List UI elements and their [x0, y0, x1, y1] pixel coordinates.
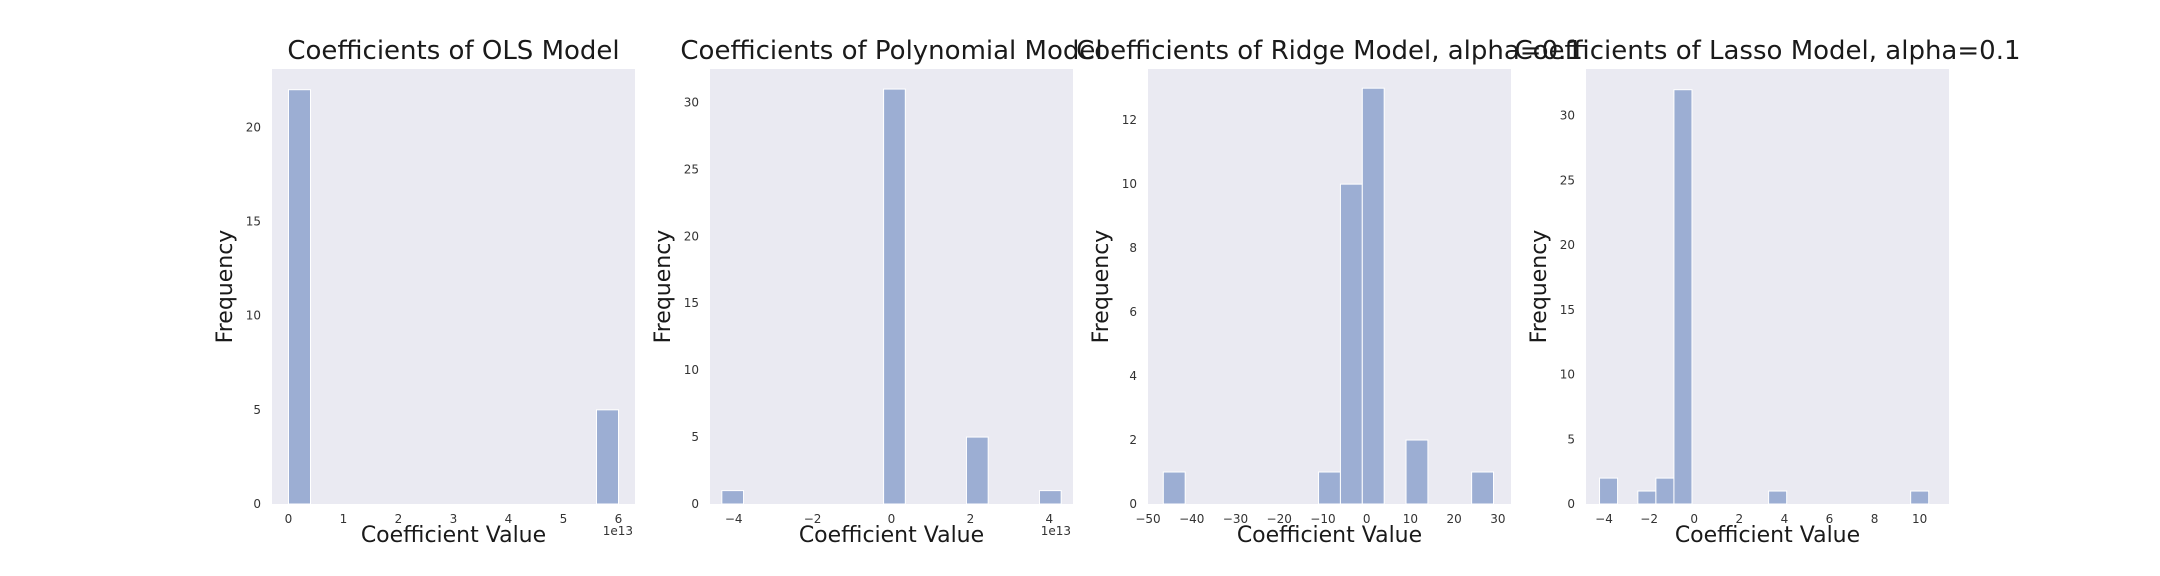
plot-area [272, 69, 635, 504]
chart-panel-2: −4 −2 0 2 4 0 5 10 15 20 25 30 1e13 Coefficients of P… [651, 36, 1103, 548]
y-axis-label: Frequency [1527, 230, 1552, 344]
x-axis-offset-text: 1e13 [1041, 524, 1071, 538]
histogram-bar [721, 490, 745, 505]
x-axis-label: Coefficient Value [799, 523, 984, 548]
x-tick-label: −10 [1310, 512, 1335, 526]
histogram-bar [1655, 477, 1675, 505]
x-tick-label: −4 [725, 512, 743, 526]
y-tick-label: 0 [691, 497, 699, 511]
y-tick-label: 2 [1129, 433, 1137, 447]
x-tick-label: −4 [1595, 512, 1613, 526]
y-tick-label: 0 [1567, 497, 1575, 511]
histogram-bar [965, 436, 989, 505]
x-tick-label: 4 [505, 512, 513, 526]
x-axis-label: Coefficient Value [361, 523, 546, 548]
y-tick-label: 20 [246, 120, 261, 134]
plot-area [1148, 69, 1511, 504]
y-tick-label: 0 [253, 497, 261, 511]
x-tick-label: 4 [1781, 512, 1789, 526]
y-tick-label: 10 [1560, 368, 1575, 382]
y-tick-label: 25 [684, 162, 699, 176]
chart-title: Coefficients of Lasso Model, alpha=0.1 [1515, 36, 2021, 66]
x-tick-label: −2 [1640, 512, 1658, 526]
y-axis-label: Frequency [651, 230, 676, 344]
x-tick-label: 30 [1490, 512, 1505, 526]
histogram-bar [1471, 471, 1495, 505]
y-tick-label: 25 [1560, 173, 1575, 187]
y-tick-label: 15 [246, 215, 261, 229]
y-tick-label: 5 [691, 430, 699, 444]
x-tick-label: −2 [804, 512, 822, 526]
histogram-bar [1768, 490, 1788, 505]
histogram-bar [1910, 490, 1930, 505]
x-tick-label: 20 [1447, 512, 1462, 526]
y-tick-label: 12 [1122, 113, 1137, 127]
histogram-bar [288, 89, 311, 505]
x-tick-label: 0 [1363, 512, 1371, 526]
chart-title: Coefficients of OLS Model [287, 36, 619, 66]
histogram-bar [1339, 183, 1363, 505]
y-axis-label: Frequency [213, 230, 238, 344]
x-tick-label: 2 [967, 512, 975, 526]
histogram-bar [1038, 490, 1062, 505]
histogram-bar [1405, 439, 1429, 505]
histogram-bar [1637, 490, 1657, 505]
y-tick-label: 5 [253, 403, 261, 417]
chart-title: Coefficients of Ridge Model, alpha=0.1 [1076, 36, 1583, 66]
x-tick-label: 0 [285, 512, 293, 526]
y-tick-label: 4 [1129, 369, 1137, 383]
x-tick-label: 6 [1826, 512, 1834, 526]
y-tick-label: 20 [1560, 238, 1575, 252]
y-tick-label: 5 [1567, 432, 1575, 446]
y-tick-label: 30 [684, 95, 699, 109]
x-tick-label: 8 [1871, 512, 1879, 526]
y-tick-label: 15 [684, 296, 699, 310]
y-tick-label: 0 [1129, 497, 1137, 511]
y-tick-label: 20 [684, 229, 699, 243]
y-tick-label: 8 [1129, 241, 1137, 255]
x-tick-label: −50 [1135, 512, 1160, 526]
x-tick-label: 10 [1912, 512, 1927, 526]
x-tick-label: 10 [1403, 512, 1418, 526]
chart-panel-4: −4 −2 0 2 4 6 8 10 0 5 10 15 20 25 30 Coefficients of L… [1515, 36, 2021, 548]
x-axis-label: Coefficient Value [1675, 523, 1860, 548]
x-tick-label: 0 [1690, 512, 1698, 526]
chart-panel-1: 0 1 2 3 4 5 6 0 5 10 15 20 1e13 Coefficients of OLS M… [213, 36, 635, 548]
y-tick-label: 10 [246, 309, 261, 323]
x-tick-label: 1 [340, 512, 348, 526]
y-tick-label: 30 [1560, 109, 1575, 123]
x-tick-label: 2 [1735, 512, 1743, 526]
y-tick-label: 15 [1560, 303, 1575, 317]
histogram-bar [1361, 87, 1385, 505]
x-tick-label: 2 [395, 512, 403, 526]
x-tick-label: −40 [1179, 512, 1204, 526]
x-tick-label: 6 [615, 512, 623, 526]
y-tick-label: 10 [684, 363, 699, 377]
y-tick-label: 10 [1122, 177, 1137, 191]
y-tick-label: 6 [1129, 305, 1137, 319]
chart-panel-3: −50 −40 −30 −20 −10 0 10 20 30 0 2 4 6 8 10 12 Coefficie… [1076, 36, 1583, 548]
x-tick-label: 5 [560, 512, 568, 526]
chart-title: Coefficients of Polynomial Model [680, 36, 1102, 66]
x-tick-label: 0 [888, 512, 896, 526]
x-tick-label: 3 [450, 512, 458, 526]
x-tick-label: 4 [1046, 512, 1054, 526]
x-tick-label: −30 [1223, 512, 1248, 526]
histogram-bar [883, 88, 906, 505]
histogram-bar [1599, 477, 1619, 505]
y-axis-label: Frequency [1089, 230, 1114, 344]
plot-area [1586, 69, 1949, 504]
histogram-bar [1673, 89, 1693, 505]
histogram-bar [1318, 471, 1341, 505]
x-axis-label: Coefficient Value [1237, 523, 1422, 548]
x-axis-offset-text: 1e13 [603, 524, 633, 538]
histogram-bar [1162, 471, 1186, 505]
histogram-bar [596, 409, 619, 505]
x-tick-label: −20 [1267, 512, 1292, 526]
